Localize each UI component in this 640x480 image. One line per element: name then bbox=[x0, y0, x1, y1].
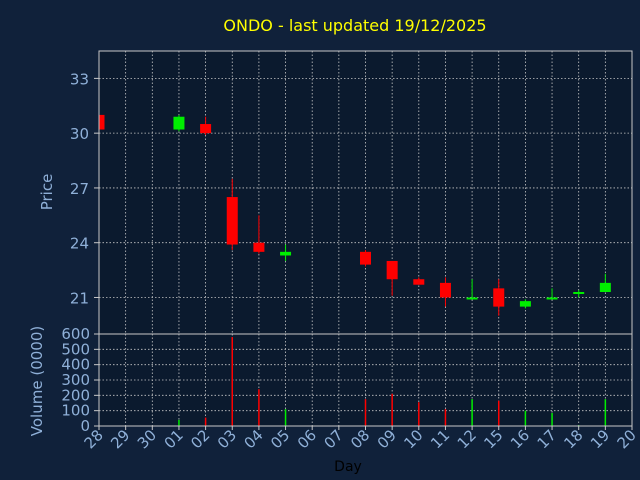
volume-y-tick-label: 600 bbox=[61, 325, 90, 343]
price-y-tick-label: 24 bbox=[70, 235, 89, 253]
price-y-tick-label: 30 bbox=[70, 125, 89, 143]
candle-body bbox=[599, 282, 611, 293]
price-y-tick-label: 33 bbox=[70, 70, 89, 88]
volume-y-tick-label: 100 bbox=[61, 402, 90, 420]
volume-bar bbox=[444, 409, 447, 426]
candle-body bbox=[386, 260, 398, 280]
price-panel: 21 24 27 30 33 bbox=[70, 50, 633, 335]
volume-y-tick-label: 200 bbox=[61, 386, 90, 404]
chart-title: ONDO - last updated 19/12/2025 bbox=[223, 16, 486, 35]
volume-bar bbox=[231, 337, 233, 426]
volume-bar bbox=[391, 393, 393, 426]
volume-bar bbox=[418, 402, 420, 426]
volume-bar bbox=[284, 409, 287, 426]
volume-bar bbox=[498, 400, 500, 426]
candle-body bbox=[200, 124, 212, 134]
candle-body bbox=[226, 197, 238, 245]
candle-body bbox=[99, 114, 105, 130]
candle-body bbox=[360, 251, 371, 265]
volume-bar bbox=[551, 412, 553, 426]
price-y-tick-label: 21 bbox=[70, 289, 89, 307]
candle-body bbox=[439, 282, 451, 298]
volume-bar bbox=[258, 389, 260, 426]
candle-body bbox=[413, 279, 425, 285]
candle-body bbox=[519, 301, 531, 307]
volume-y-tick-label: 500 bbox=[61, 340, 90, 358]
candle-body bbox=[493, 288, 505, 307]
volume-bar bbox=[604, 399, 607, 426]
volume-axis-label: Volume (0000) bbox=[28, 326, 46, 436]
price-y-tick-label: 27 bbox=[70, 180, 89, 198]
candle-body bbox=[173, 116, 185, 130]
candle-body bbox=[280, 251, 292, 256]
candle-body bbox=[546, 297, 558, 300]
candle-body bbox=[573, 292, 585, 295]
volume-y-tick-label: 0 bbox=[80, 417, 90, 435]
price-axis-label: Price bbox=[38, 174, 56, 211]
candle-body bbox=[253, 242, 265, 252]
volume-bar bbox=[204, 417, 207, 426]
volume-bar bbox=[178, 419, 180, 426]
volume-y-tick-label: 300 bbox=[61, 371, 90, 389]
x-axis-label: Day bbox=[334, 459, 362, 475]
candle-body bbox=[466, 297, 478, 300]
volume-y-tick-label: 400 bbox=[61, 356, 90, 374]
volume-bar bbox=[364, 399, 367, 426]
volume-bar bbox=[471, 399, 473, 426]
volume-bar bbox=[524, 410, 527, 426]
